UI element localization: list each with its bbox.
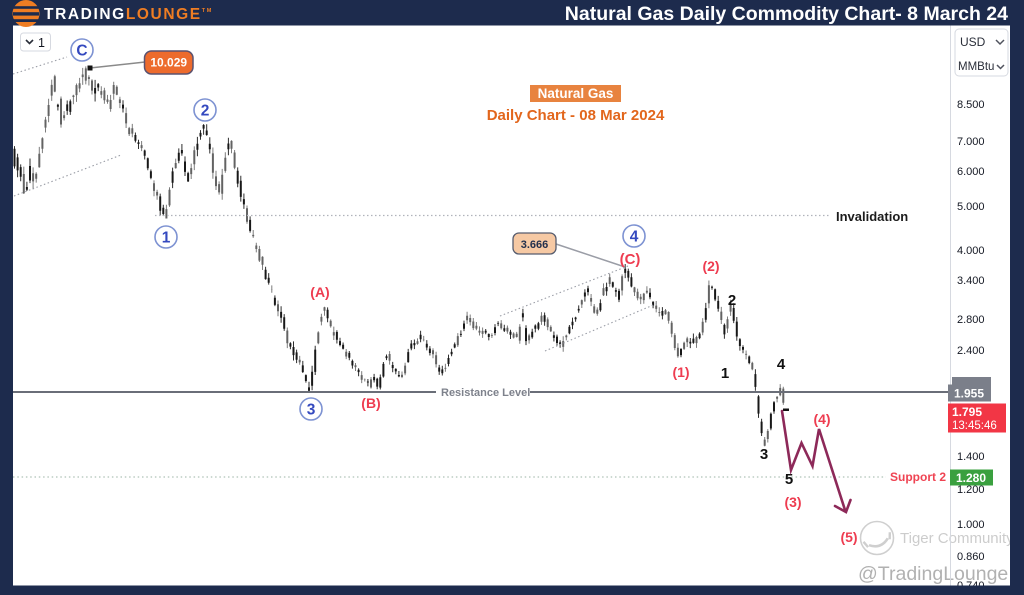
svg-text:(C): (C): [620, 251, 641, 268]
svg-text:C: C: [76, 43, 87, 60]
svg-text:Support 2: Support 2: [890, 470, 946, 484]
svg-text:Natural Gas Daily Commodity Ch: Natural Gas Daily Commodity Chart- 8 Mar…: [565, 3, 1008, 25]
svg-text:TRADINGLOUNGETM: TRADINGLOUNGETM: [44, 6, 213, 23]
svg-text:3.400: 3.400: [957, 275, 985, 287]
svg-text:2.400: 2.400: [957, 345, 985, 357]
svg-text:1.200: 1.200: [957, 484, 985, 496]
svg-text:Resistance Level: Resistance Level: [441, 387, 530, 399]
svg-text:4: 4: [777, 356, 786, 373]
svg-text:MMBtu: MMBtu: [958, 61, 994, 73]
svg-text:3: 3: [307, 402, 316, 419]
svg-text:6.000: 6.000: [957, 166, 985, 178]
svg-text:1.955: 1.955: [954, 387, 984, 401]
svg-text:8.500: 8.500: [957, 99, 985, 111]
svg-text:USD: USD: [960, 35, 986, 49]
svg-text:(3): (3): [784, 494, 801, 510]
svg-text:10.029: 10.029: [150, 56, 187, 70]
svg-text:4: 4: [630, 229, 639, 246]
svg-text:3.666: 3.666: [521, 239, 549, 251]
svg-text:2.800: 2.800: [957, 314, 985, 326]
svg-text:4.000: 4.000: [957, 245, 985, 257]
svg-text:Daily Chart - 08 Mar 2024: Daily Chart - 08 Mar 2024: [487, 107, 665, 124]
svg-text:Natural Gas: Natural Gas: [538, 86, 614, 101]
svg-text:1.795: 1.795: [952, 405, 982, 419]
svg-text:@TradingLounge: @TradingLounge: [858, 563, 1008, 585]
svg-text:1: 1: [162, 230, 171, 247]
svg-text:(1): (1): [672, 364, 689, 380]
svg-text:0.860: 0.860: [957, 551, 985, 563]
svg-text:1: 1: [721, 365, 729, 382]
svg-text:(2): (2): [702, 258, 719, 274]
svg-text:(4): (4): [813, 411, 830, 427]
svg-text:7.000: 7.000: [957, 136, 985, 148]
svg-text:13:45:46: 13:45:46: [952, 420, 997, 432]
svg-text:5.000: 5.000: [957, 201, 985, 213]
svg-text:2: 2: [728, 292, 736, 309]
svg-text:1.280: 1.280: [956, 471, 986, 485]
svg-text:(A): (A): [310, 284, 329, 300]
svg-text:3: 3: [760, 446, 768, 463]
svg-text:1.000: 1.000: [957, 519, 985, 531]
svg-text:(5): (5): [840, 529, 857, 545]
svg-text:Tiger Community: Tiger Community: [900, 530, 1014, 547]
svg-text:5: 5: [785, 471, 793, 488]
svg-text:1: 1: [38, 36, 45, 50]
svg-text:Invalidation: Invalidation: [836, 209, 908, 224]
svg-text:1.400: 1.400: [957, 451, 985, 463]
svg-text:2: 2: [201, 103, 210, 120]
svg-text:(B): (B): [361, 395, 380, 411]
